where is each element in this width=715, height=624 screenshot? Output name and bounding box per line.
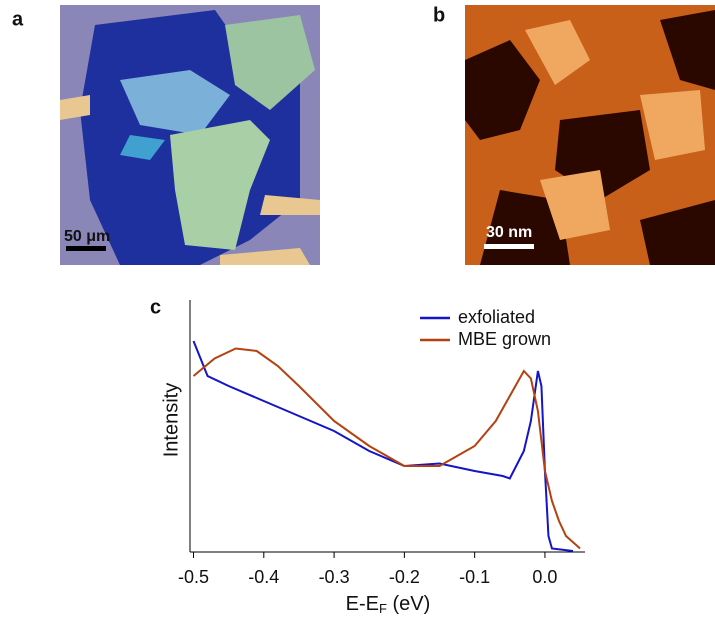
y-axis-label: Intensity bbox=[160, 383, 182, 457]
scale-bar-label: 30 nm bbox=[486, 224, 532, 241]
legend-label: MBE grown bbox=[458, 329, 551, 349]
micrograph bbox=[60, 5, 320, 265]
x-tick-label: -0.4 bbox=[248, 567, 279, 587]
x-tick-label: -0.2 bbox=[389, 567, 420, 587]
x-label-sub: F bbox=[379, 601, 387, 616]
line bbox=[192, 340, 574, 552]
legend-label: exfoliated bbox=[458, 307, 535, 327]
line bbox=[192, 347, 581, 550]
scale-bar-label: 50 μm bbox=[64, 228, 110, 245]
afm-image bbox=[465, 5, 715, 265]
x-tick-label: -0.3 bbox=[319, 567, 350, 587]
x-tick-label: -0.5 bbox=[178, 567, 209, 587]
x-label-part: E-E bbox=[346, 593, 379, 615]
x-label-part: (eV) bbox=[387, 593, 430, 615]
panel-label: a bbox=[12, 8, 24, 30]
panel-label: b bbox=[433, 4, 445, 26]
x-tick-label: -0.1 bbox=[459, 567, 490, 587]
x-tick-label: 0.0 bbox=[532, 567, 557, 587]
panel-label: c bbox=[150, 296, 161, 318]
x-axis-label: E-EF (eV) bbox=[346, 593, 431, 616]
